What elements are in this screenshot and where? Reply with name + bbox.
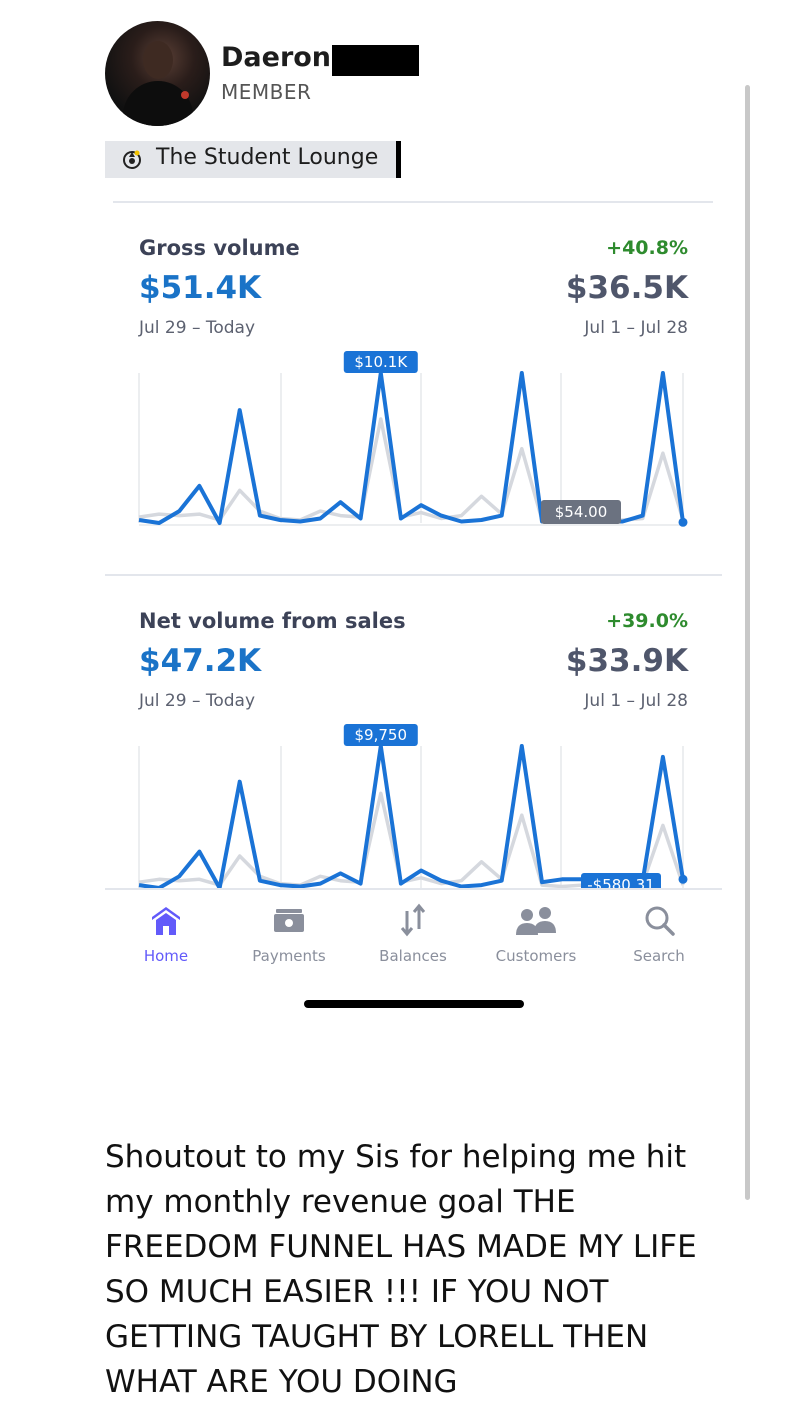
card-title: Gross volume: [139, 236, 300, 260]
group-label: The Student Lounge: [156, 145, 379, 170]
current-value: $47.2K: [139, 643, 262, 679]
card-title: Net volume from sales: [139, 609, 406, 633]
avatar[interactable]: [105, 21, 210, 126]
previous-value: $33.9K: [565, 643, 688, 679]
tab-label: Search: [633, 947, 685, 965]
end-label: $54.00: [541, 500, 621, 524]
peak-label: $9,750: [343, 724, 418, 746]
peak-label: $10.1K: [343, 351, 418, 373]
lounge-logo-icon: [123, 150, 141, 169]
scrollbar[interactable]: [745, 85, 750, 1200]
current-period-line: [138, 744, 685, 890]
change-badge: +39.0%: [606, 610, 688, 632]
customers-icon: [516, 907, 556, 935]
tab-payments[interactable]: Payments: [234, 903, 344, 965]
peak-label-text: $10.1K: [354, 353, 408, 371]
tab-bar: [105, 890, 722, 980]
home-icon: [152, 907, 180, 935]
balances-icon: [400, 903, 426, 937]
post-caption: Shoutout to my Sis for helping me hit my…: [105, 1139, 697, 1400]
change-badge: +40.8%: [606, 237, 688, 259]
user-name: Daeron: [221, 42, 332, 73]
tabbar-divider: [105, 888, 722, 890]
current-range: Jul 29 – Today: [139, 318, 256, 338]
card-divider: [105, 574, 722, 576]
tab-label: Customers: [495, 947, 577, 965]
tab-home[interactable]: Home: [111, 903, 221, 965]
group-tag-edge: [396, 141, 401, 178]
tab-label: Home: [143, 947, 189, 965]
name-redaction: [332, 45, 419, 76]
group-tag[interactable]: [105, 141, 398, 178]
end-point: [678, 874, 688, 884]
end-point: [678, 517, 688, 527]
tab-balances[interactable]: Balances: [358, 903, 468, 965]
search-icon: [645, 906, 675, 936]
previous-range: Jul 1 – Jul 28: [584, 318, 688, 338]
tab-search[interactable]: Search: [604, 903, 714, 965]
user-role: MEMBER: [221, 80, 312, 104]
top-divider: [113, 201, 713, 203]
peak-label-text: $9,750: [355, 726, 408, 744]
home-indicator: [304, 1000, 524, 1008]
current-value: $51.4K: [139, 270, 262, 306]
tab-label: Balances: [379, 947, 447, 965]
previous-range: Jul 1 – Jul 28: [584, 691, 688, 711]
tab-label: Payments: [252, 947, 326, 965]
end-label-text: $54.00: [555, 503, 608, 521]
previous-value: $36.5K: [565, 270, 688, 306]
tab-customers[interactable]: Customers: [481, 903, 591, 965]
current-range: Jul 29 – Today: [139, 691, 256, 711]
payments-icon: [274, 909, 304, 932]
